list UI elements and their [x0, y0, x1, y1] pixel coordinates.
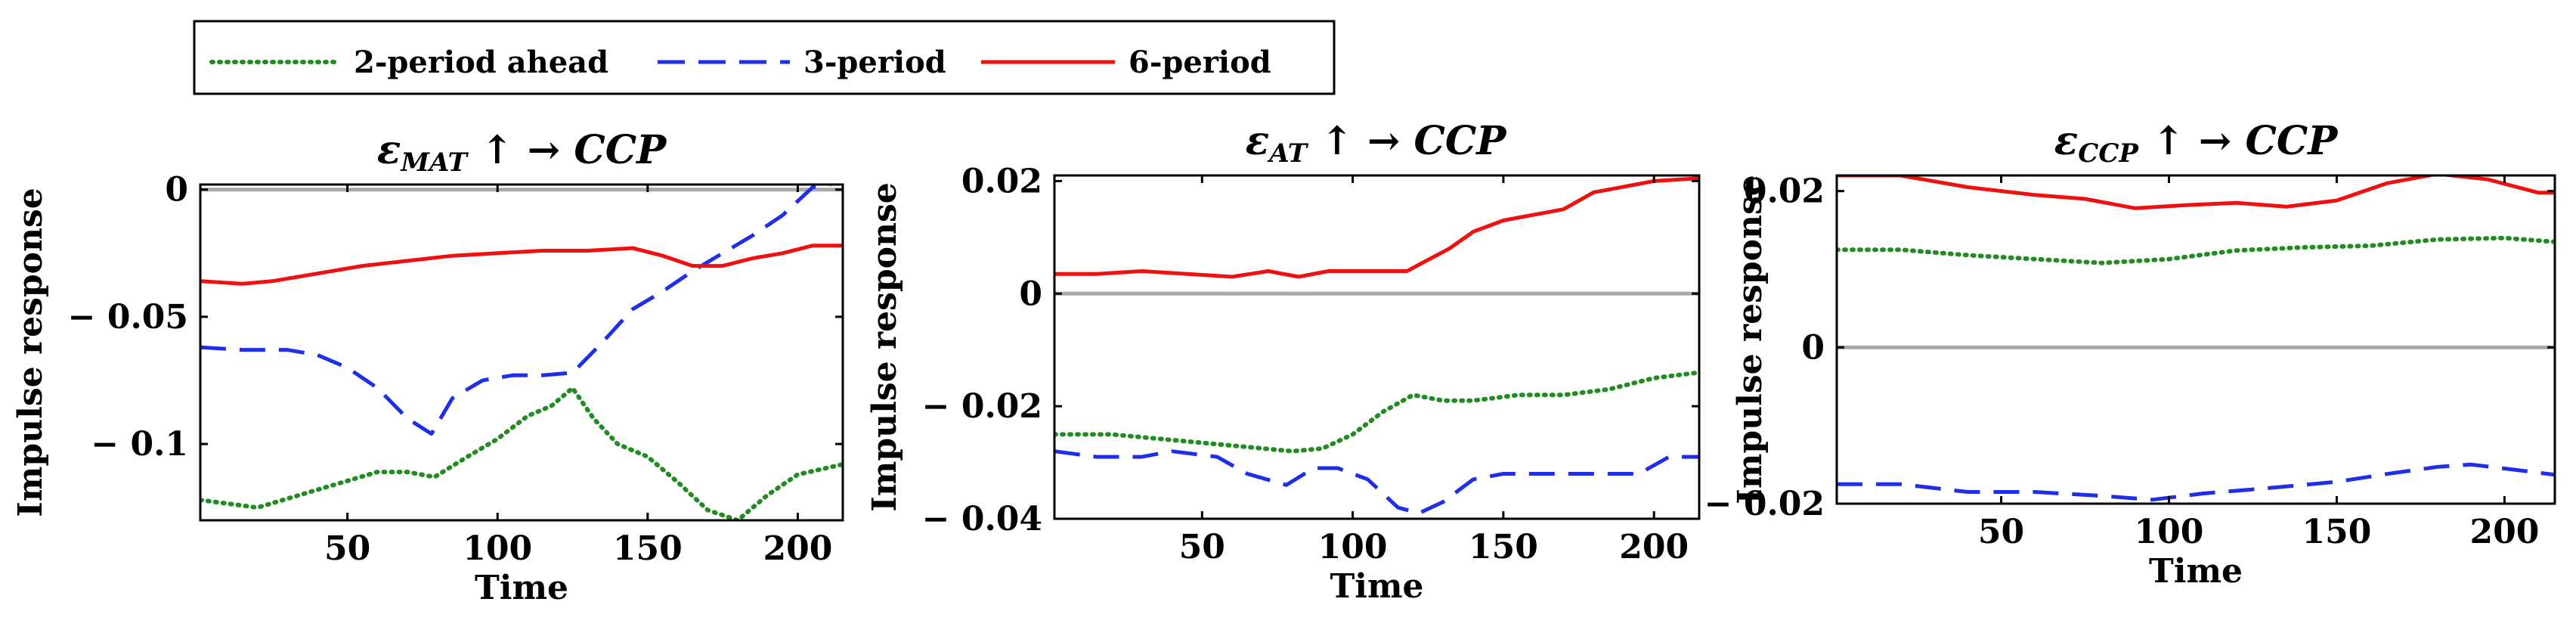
title-symbol: ε — [377, 127, 401, 173]
axes-box — [1053, 174, 1701, 520]
x-tick-label: 150 — [2302, 513, 2372, 551]
x-tick-label: 150 — [1469, 528, 1538, 566]
series-line-2-period-ahead — [1054, 370, 1699, 454]
title-target: CCP — [574, 127, 667, 173]
panel-title: εAT ↑ → CCP — [1246, 118, 1508, 169]
x-axis-label: Time — [2149, 552, 2243, 591]
title-arrow: ↑ → — [467, 127, 574, 173]
y-tick-label: − 0.02 — [922, 387, 1042, 426]
y-axis-label: Impulse response — [11, 188, 50, 517]
series-line-3-period — [200, 185, 839, 436]
x-tick-label: 50 — [1978, 513, 2024, 551]
axes-box — [199, 183, 844, 522]
title-target: CCP — [1414, 118, 1508, 164]
y-tick-label: − 0.1 — [91, 425, 188, 464]
title-symbol: ε — [1246, 118, 1270, 164]
series-line-6-period — [200, 244, 843, 286]
legend-label-3-period: 3-period — [803, 45, 946, 80]
series-group — [1054, 176, 1699, 516]
legend-box — [193, 20, 1336, 95]
x-tick-label: 50 — [324, 529, 370, 568]
legend: 2-period ahead 3-period 6-period — [193, 20, 1336, 95]
x-tick-label: 200 — [2469, 513, 2539, 551]
y-tick-label: 0.02 — [1744, 172, 1825, 211]
series-line-6-period — [1054, 176, 1699, 279]
y-tick-label: − 0.04 — [922, 500, 1042, 538]
y-tick-label: − 0.05 — [68, 298, 188, 337]
panel-title: εCCP ↑ → CCP — [2054, 118, 2339, 169]
x-tick-label: 100 — [2135, 513, 2204, 551]
title-target: CCP — [2245, 118, 2339, 164]
y-tick-label: 0 — [1019, 275, 1042, 313]
panel-title: εMAT ↑ → CCP — [377, 127, 667, 178]
series-line-3-period — [1054, 449, 1699, 516]
legend-label-6-period: 6-period — [1129, 45, 1271, 80]
x-axis-label: Time — [1330, 567, 1423, 606]
series-line-3-period — [1837, 462, 2555, 502]
series-line-6-period — [1837, 175, 2555, 210]
x-tick-label: 200 — [763, 529, 832, 568]
y-tick-label: 0 — [165, 171, 188, 209]
panel-mat-to-ccp: 50 100 150 200 0 − 0.05 − 0.1 Time Impulse respo… — [11, 127, 844, 607]
y-tick-label: − 0.02 — [1704, 485, 1825, 523]
y-tick-label: 0 — [1801, 328, 1825, 367]
panel-at-to-ccp: 50 100 150 200 0.02 0 − 0.02 − 0.04 Time Impulse … — [865, 118, 1701, 606]
title-symbol: ε — [2054, 118, 2079, 164]
y-axis-label: Impulse response — [1731, 175, 1769, 504]
panel-ccp-to-ccp: 50 100 150 200 0.02 0 − 0.02 Time Impulse respon… — [1704, 118, 2556, 591]
y-tick-label: 0.02 — [961, 162, 1042, 200]
x-tick-label: 100 — [463, 529, 532, 568]
title-subscript: MAT — [400, 147, 469, 178]
x-axis-label: Time — [475, 569, 568, 607]
series-line-2-period-ahead — [1837, 235, 2555, 265]
legend-label-2-period-ahead: 2-period ahead — [354, 45, 608, 80]
series-group — [200, 185, 843, 520]
x-tick-label: 150 — [613, 529, 683, 568]
x-tick-label: 100 — [1318, 528, 1388, 566]
x-tick-label: 200 — [1619, 528, 1689, 566]
x-tick-label: 50 — [1179, 528, 1225, 566]
title-subscript: CCP — [2078, 138, 2139, 169]
title-arrow: ↑ → — [1307, 118, 1413, 164]
y-axis-label: Impulse response — [865, 182, 904, 512]
axes-box — [1835, 174, 2556, 505]
title-arrow: ↑ → — [2138, 118, 2245, 164]
title-subscript: AT — [1267, 138, 1309, 169]
series-group — [1837, 175, 2555, 502]
series-line-2-period-ahead — [200, 386, 843, 520]
